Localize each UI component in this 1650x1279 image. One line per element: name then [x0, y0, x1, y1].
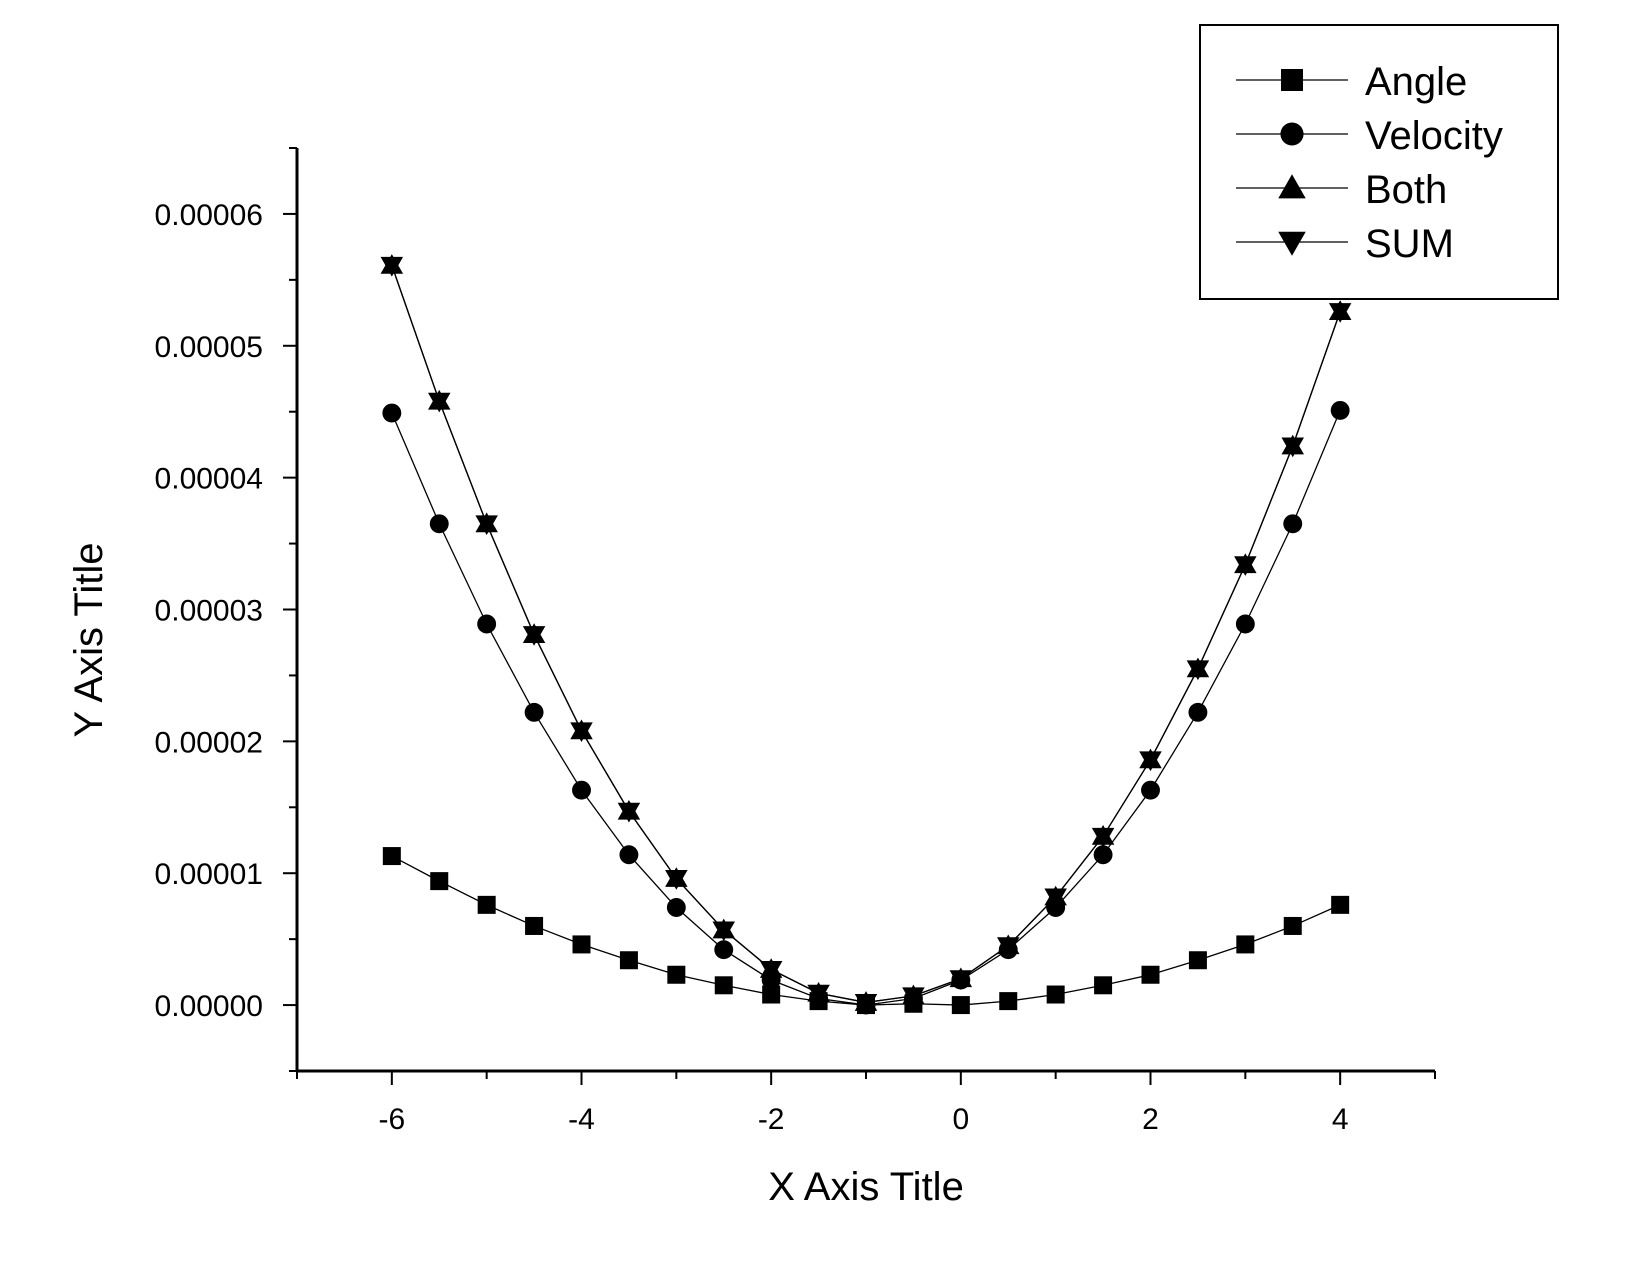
series-both [380, 254, 1352, 1011]
data-point-triangle-down [807, 984, 830, 1005]
data-point-triangle-down [475, 515, 498, 536]
data-point-square [477, 895, 496, 914]
legend-label: Both [1365, 168, 1447, 212]
data-point-triangle-down [665, 870, 688, 890]
data-point-square [430, 872, 449, 891]
data-point-triangle-down [1044, 888, 1067, 909]
data-point-square [1046, 985, 1065, 1004]
data-point-triangle-down [522, 626, 546, 646]
series-layer [380, 254, 1352, 1015]
data-point-triangle-down [570, 722, 593, 743]
axes: -6 -4 -2 0 2 4 0.00000 0.00001 0.00002 0.00003 0.0… [155, 147, 1436, 1136]
legend-label: SUM [1365, 222, 1454, 266]
legend-item: Both [1236, 168, 1447, 212]
data-point-square [1283, 916, 1302, 935]
x-tick-label: 0 [952, 1103, 969, 1136]
data-point-circle [1141, 780, 1160, 800]
x-tick-label: 2 [1142, 1103, 1159, 1136]
data-point-circle [1188, 702, 1208, 722]
data-point-triangle-down [1328, 303, 1352, 323]
data-point-triangle-down [617, 802, 641, 823]
data-point-triangle-down [1234, 556, 1257, 576]
data-point-circle [1330, 400, 1350, 420]
data-point-triangle-down [1091, 827, 1115, 848]
data-point-square [667, 965, 686, 984]
x-axis-title: X Axis Title [768, 1165, 964, 1209]
data-point-circle [572, 780, 591, 800]
data-point-circle [1093, 845, 1113, 865]
x-tick-label: -6 [378, 1103, 405, 1136]
data-point-triangle-down [997, 937, 1020, 957]
series-angle [382, 847, 1350, 1015]
data-point-square [1094, 976, 1113, 995]
data-point-circle [714, 940, 734, 960]
data-point-square [714, 976, 733, 995]
legend-item: Velocity [1236, 114, 1503, 158]
legend-label: Velocity [1365, 114, 1503, 158]
y-tick-label: 0.00001 [155, 858, 263, 891]
legend-marker-triangle-up [1278, 174, 1306, 199]
data-point-square [1188, 951, 1207, 970]
data-point-circle [429, 514, 449, 534]
data-point-triangle-down [949, 970, 973, 990]
data-point-square [572, 935, 591, 954]
legend-item: SUM [1236, 222, 1454, 266]
y-tick-label: 0.00005 [155, 331, 263, 364]
data-point-square [1236, 935, 1255, 954]
data-point-circle [1235, 614, 1255, 634]
y-tick-label: 0.00003 [155, 595, 263, 628]
x-tick-label: -4 [568, 1103, 595, 1136]
data-point-square [1141, 965, 1160, 984]
data-point-triangle-down [854, 993, 878, 1014]
data-point-triangle-down [759, 961, 783, 981]
data-point-triangle-down [428, 392, 451, 413]
legend-item: Angle [1236, 60, 1467, 104]
data-point-square [762, 985, 781, 1004]
legend-marker-square [1281, 69, 1303, 91]
data-point-circle [382, 403, 402, 423]
data-point-triangle-down [712, 921, 735, 942]
data-point-square [951, 996, 970, 1015]
data-point-triangle-down [1186, 660, 1210, 681]
y-axis-title: Y Axis Title [67, 543, 111, 738]
data-point-circle [619, 845, 639, 865]
y-tick-label: 0.00004 [155, 463, 263, 496]
data-point-circle [524, 702, 544, 722]
data-point-square [525, 916, 544, 935]
x-tick-label: -2 [758, 1103, 785, 1136]
y-tick-label: 0.00000 [155, 990, 263, 1023]
data-point-triangle-down [380, 256, 404, 277]
data-point-square [1331, 895, 1350, 914]
series-sum [380, 256, 1352, 1014]
data-point-triangle-down [902, 987, 925, 1008]
legend: Angle Velocity Both SUM [1199, 24, 1559, 300]
data-point-circle [666, 898, 686, 917]
data-point-square [619, 951, 638, 970]
legend-label: Angle [1365, 60, 1467, 104]
data-point-circle [1283, 514, 1303, 534]
legend-box [1199, 24, 1559, 300]
y-tick-label: 0.00002 [155, 726, 263, 759]
legend-marker-triangle-down [1278, 231, 1306, 256]
data-point-square [382, 847, 401, 866]
legend-marker-circle [1280, 122, 1304, 146]
data-point-triangle-down [1281, 437, 1304, 458]
y-tick-label: 0.00006 [155, 199, 263, 232]
x-tick-label: 4 [1332, 1103, 1349, 1136]
data-point-square [999, 992, 1018, 1011]
data-point-triangle-down [1139, 751, 1162, 772]
data-point-circle [477, 614, 497, 634]
